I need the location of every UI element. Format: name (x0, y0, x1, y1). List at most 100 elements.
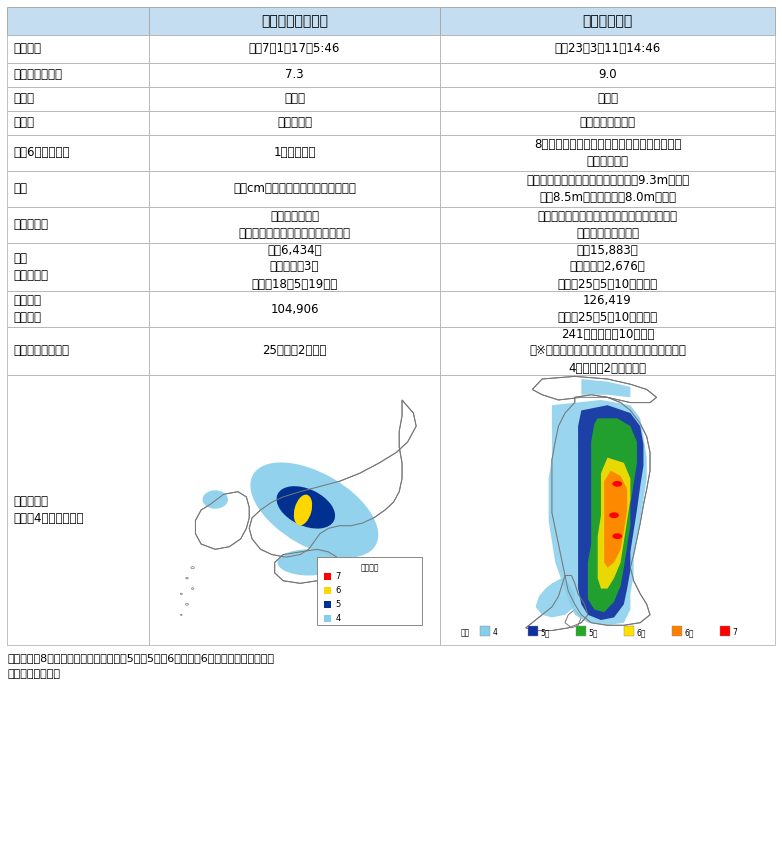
Text: 平成23年3月11日14:46: 平成23年3月11日14:46 (554, 43, 661, 55)
Text: 災害救助法の適用: 災害救助法の適用 (13, 345, 69, 357)
Ellipse shape (181, 593, 182, 595)
Text: 大津波により，沿岸部で甚大な被害が発生，
多数の地区が壊滅。: 大津波により，沿岸部で甚大な被害が発生， 多数の地区が壊滅。 (537, 210, 677, 240)
Text: 死者
行方不明者: 死者 行方不明者 (13, 252, 48, 282)
Bar (440, 111, 775, 135)
Text: 241市区町村（10都県）
（※）長野県北部を震源とする地震で適用された
4市町村（2県）を含む: 241市区町村（10都県） （※）長野県北部を震源とする地震で適用された 4市町… (529, 328, 686, 374)
Bar (440, 327, 775, 375)
Ellipse shape (278, 549, 340, 575)
Bar (149, 7, 440, 35)
Text: 被災地: 被災地 (13, 117, 34, 129)
Text: 被害の特徴: 被害の特徴 (13, 219, 48, 231)
Ellipse shape (250, 462, 378, 557)
Text: 津波: 津波 (13, 182, 27, 196)
Text: 死者15,883名
行方不明者2,676名
（平成25年5月10日時点）: 死者15,883名 行方不明者2,676名 （平成25年5月10日時点） (558, 243, 658, 290)
Polygon shape (565, 609, 581, 628)
Bar (7, 135, 149, 171)
Bar (325, 574, 331, 580)
Polygon shape (274, 549, 337, 583)
Text: 7: 7 (732, 628, 737, 637)
Polygon shape (597, 458, 630, 589)
Bar (720, 625, 730, 636)
Bar (480, 625, 490, 636)
Text: 住家被害
（全壊）: 住家被害 （全壊） (13, 294, 41, 324)
Text: 農林水産地域中心: 農林水産地域中心 (579, 117, 636, 129)
Bar (440, 243, 775, 291)
Bar (440, 291, 775, 327)
Text: 5: 5 (335, 600, 340, 609)
Bar (7, 63, 149, 87)
Bar (325, 587, 331, 594)
Polygon shape (549, 400, 647, 625)
Text: 直下型: 直下型 (284, 93, 305, 106)
Text: 1県（兵庫）: 1県（兵庫） (273, 146, 316, 159)
Bar (149, 35, 440, 63)
Text: 4: 4 (335, 614, 340, 623)
Text: 7: 7 (335, 572, 340, 581)
Text: マグニチュード: マグニチュード (13, 68, 62, 82)
Bar (149, 327, 440, 375)
Bar (7, 207, 149, 243)
Text: 104,906: 104,906 (271, 302, 319, 316)
Text: 海溝型: 海溝型 (597, 93, 618, 106)
Bar (7, 7, 149, 35)
Polygon shape (578, 405, 644, 620)
Text: 平成7年1月17日5:46: 平成7年1月17日5:46 (249, 43, 340, 55)
Bar (149, 375, 440, 645)
Ellipse shape (185, 603, 188, 605)
Bar (7, 291, 149, 327)
Bar (440, 87, 775, 111)
Ellipse shape (191, 567, 194, 568)
Bar (440, 171, 775, 207)
Bar (440, 135, 775, 171)
Polygon shape (249, 400, 416, 557)
Text: 東日本大震災: 東日本大震災 (583, 14, 633, 28)
Bar (149, 171, 440, 207)
Ellipse shape (612, 534, 622, 539)
Bar (149, 135, 440, 171)
Text: 8県（宮城，福島，茨城，栃木，岩手，群馬，
埼玉，千葉）: 8県（宮城，福島，茨城，栃木，岩手，群馬， 埼玉，千葉） (534, 138, 681, 168)
Bar (7, 87, 149, 111)
Text: 各地で大津波を観測（最大波　相馬9.3m以上，
宮古8.5m以上，大船渡8.0m以上）: 各地で大津波を観測（最大波 相馬9.3m以上， 宮古8.5m以上，大船渡8.0m… (526, 174, 689, 204)
Ellipse shape (203, 490, 228, 509)
Bar (7, 243, 149, 291)
Bar (325, 601, 331, 608)
Bar (325, 615, 331, 622)
Text: 震度: 震度 (461, 628, 470, 637)
Text: 地震型: 地震型 (13, 93, 34, 106)
Polygon shape (604, 471, 627, 568)
Text: 6: 6 (335, 586, 340, 595)
Ellipse shape (185, 577, 188, 579)
Text: 震度分布図
（震度4以上を表示）: 震度分布図 （震度4以上を表示） (13, 495, 84, 525)
Bar (673, 625, 682, 636)
Text: 126,419
（平成25年5月10日時点）: 126,419 （平成25年5月10日時点） (558, 294, 658, 324)
Text: 建築物の倒壊。
長田区を中心に大規模火災が発生。: 建築物の倒壊。 長田区を中心に大規模火災が発生。 (239, 210, 350, 240)
Polygon shape (552, 395, 650, 625)
Text: 震度階級: 震度階級 (361, 563, 378, 572)
Text: 震度6弱以上県数: 震度6弱以上県数 (13, 146, 70, 159)
Polygon shape (581, 379, 630, 397)
Bar (529, 625, 538, 636)
Text: （注）平成8年に震度階級が改定され，5弱，5強，6弱および6強が新たに加わった。: （注）平成8年に震度階級が改定され，5弱，5強，6弱および6強が新たに加わった。 (7, 653, 274, 663)
Bar (149, 111, 440, 135)
Ellipse shape (609, 512, 619, 518)
Polygon shape (536, 578, 575, 618)
Text: 発生日時: 発生日時 (13, 43, 41, 55)
Polygon shape (196, 492, 249, 549)
Text: 4: 4 (493, 628, 497, 637)
Bar (317, 557, 421, 625)
Text: 阪神・淡路大震災: 阪神・淡路大震災 (261, 14, 328, 28)
Text: 死者6,434名
行方不明者3名
（平成18年5月19日）: 死者6,434名 行方不明者3名 （平成18年5月19日） (251, 243, 338, 290)
Bar (440, 7, 775, 35)
Bar (149, 63, 440, 87)
Ellipse shape (192, 588, 194, 590)
Bar (440, 63, 775, 87)
Bar (7, 327, 149, 375)
Ellipse shape (181, 614, 182, 615)
Text: 5強: 5強 (588, 628, 597, 637)
Bar (149, 291, 440, 327)
Polygon shape (588, 419, 637, 612)
Ellipse shape (277, 486, 335, 528)
Text: 7.3: 7.3 (285, 68, 304, 82)
Ellipse shape (612, 481, 622, 487)
Text: 数十cmの津波の報告あり，被害なし: 数十cmの津波の報告あり，被害なし (233, 182, 356, 196)
